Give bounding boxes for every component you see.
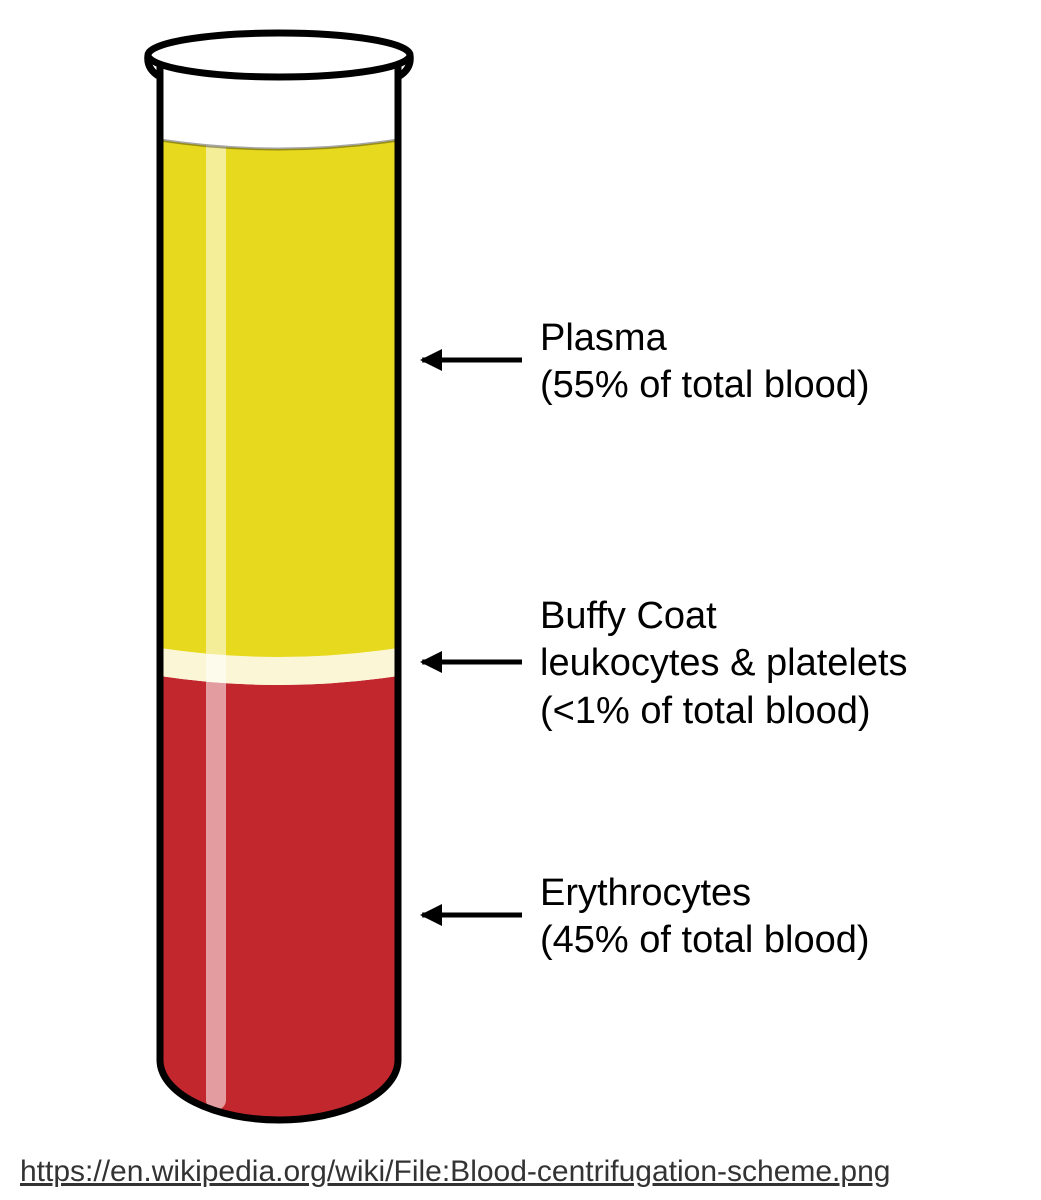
source-url-link[interactable]: https://en.wikipedia.org/wiki/File:Blood…: [20, 1155, 890, 1189]
plasma-label-line2: (55% of total blood): [540, 364, 870, 406]
buffy-coat-label: Buffy Coat leukocytes & platelets (<1% o…: [540, 593, 908, 736]
buffy-label-line1: Buffy Coat: [540, 595, 717, 637]
plasma-label: Plasma (55% of total blood): [540, 315, 870, 410]
erythrocytes-label: Erythrocytes (45% of total blood): [540, 870, 870, 965]
source-url-text: https://en.wikipedia.org/wiki/File:Blood…: [20, 1155, 890, 1188]
plasma-label-line1: Plasma: [540, 317, 667, 359]
buffy-label-line3: (<1% of total blood): [540, 690, 871, 732]
eryth-label-line2: (45% of total blood): [540, 919, 870, 961]
eryth-label-line1: Erythrocytes: [540, 872, 751, 914]
buffy-label-line2: leukocytes & platelets: [540, 642, 908, 684]
